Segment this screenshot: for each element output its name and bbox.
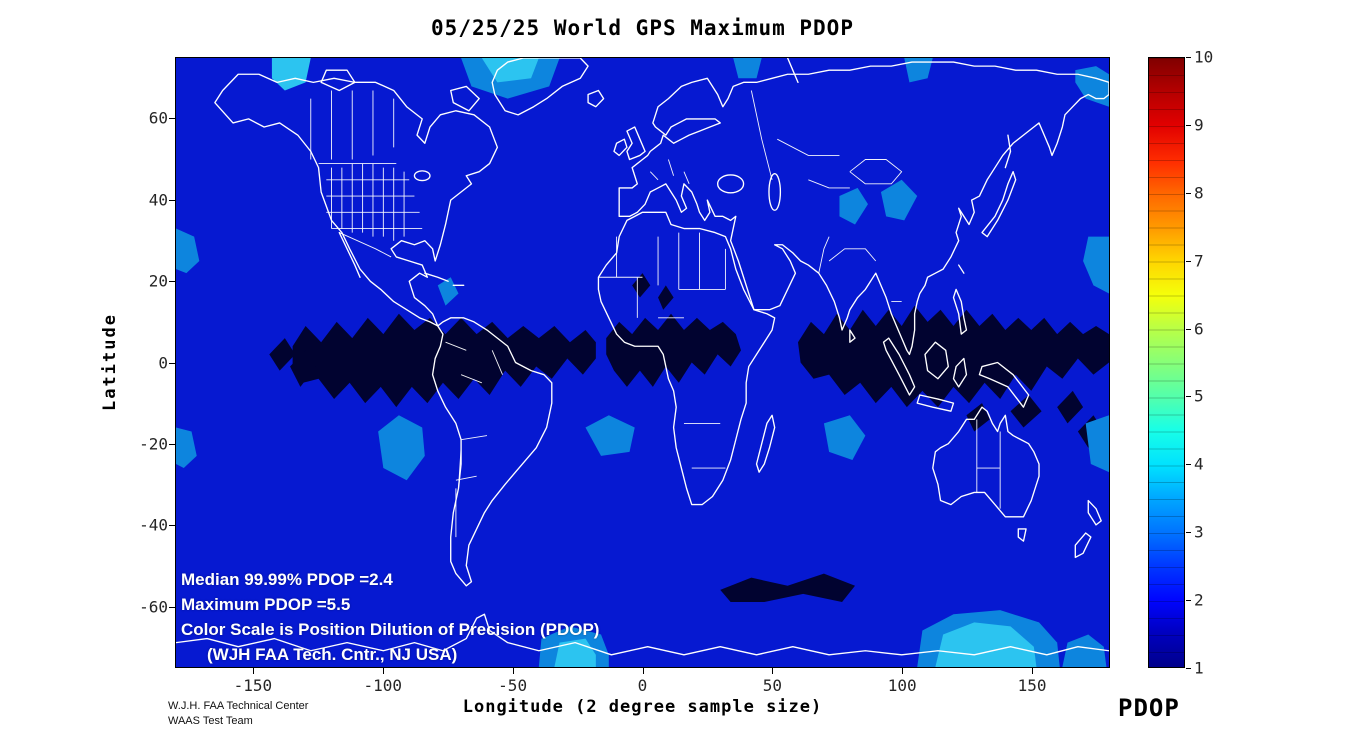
colorbar-tick-label: 3 [1194,522,1204,542]
y-tick-label: -60 [139,597,168,617]
x-tick-mark [642,668,644,674]
country-borders [311,90,1000,537]
y-axis-label: Latitude [100,313,120,411]
x-tick-label: 50 [762,676,782,695]
pdop-high-patches [176,58,1109,667]
y-tick-label: 20 [148,271,168,291]
colorbar-tick-label: 4 [1194,454,1204,474]
colorbar-tick-label: 5 [1194,386,1204,406]
annotation-maximum: Maximum PDOP =5.5 [181,595,351,614]
colorbar-tick-label: 9 [1194,115,1204,135]
colorbar-tick-mark [1186,600,1191,602]
x-tick-mark [512,668,514,674]
chart-title: 05/25/25 World GPS Maximum PDOP [431,16,854,40]
colorbar-tick-mark [1186,124,1191,126]
annotation-colorscale: Color Scale is Position Dilution of Prec… [181,620,600,639]
annotation-median: Median 99.99% PDOP =2.4 [181,570,393,589]
y-tick-label: 60 [148,108,168,128]
colorbar-tick-label: 1 [1194,658,1204,678]
y-tick-label: -20 [139,434,168,454]
annotation-credit: (WJH FAA Tech. Cntr., NJ USA) [207,645,458,664]
colorbar-label: PDOP [1118,694,1180,722]
x-tick-mark [252,668,254,674]
y-tick-label: -40 [139,515,168,535]
colorbar-tick-mark [1186,668,1191,669]
footer-line2: WAAS Test Team [168,715,253,727]
colorbar-tick-mark [1186,192,1191,194]
x-axis-label: Longitude (2 degree sample size) [462,697,823,717]
x-tick-mark [902,668,904,674]
x-tick-label: -100 [363,676,403,695]
x-tick-label: 100 [887,676,917,695]
y-tick-mark [169,443,175,445]
colorbar-tick-mark [1186,532,1191,534]
map-plot-area [175,57,1110,668]
colorbar-tick-label: 10 [1194,47,1214,67]
x-tick-mark [1032,668,1034,674]
x-tick-mark [382,668,384,674]
colorbar [1148,57,1185,668]
map-annotations: Median 99.99% PDOP =2.4 Maximum PDOP =5.… [181,567,599,667]
world-coastlines [176,58,1109,655]
footer-credit: W.J.H. FAA Technical Center WAAS Test Te… [168,699,308,729]
colorbar-tick-mark [1186,396,1191,398]
y-tick-mark [169,606,175,608]
colorbar-tick-mark [1186,260,1191,262]
x-tick-label: 0 [637,676,648,695]
x-tick-label: -150 [233,676,273,695]
colorbar-tick-mark [1186,328,1191,330]
y-tick-mark [169,362,175,364]
colorbar-tick-mark [1186,57,1191,58]
world-pdop-map [176,58,1109,667]
x-tick-mark [772,668,774,674]
y-tick-label: 0 [158,353,168,372]
colorbar-tick-mark [1186,464,1191,466]
x-tick-label: 150 [1017,676,1047,695]
pdop-low-band [269,273,1109,603]
y-tick-label: 40 [148,190,168,210]
footer-line1: W.J.H. FAA Technical Center [168,700,309,712]
colorbar-tick-label: 7 [1194,251,1204,271]
y-tick-mark [169,281,175,283]
y-tick-mark [169,525,175,527]
colorbar-tick-label: 2 [1194,590,1204,610]
colorbar-tick-label: 8 [1194,183,1204,203]
x-tick-label: -50 [498,676,528,695]
y-tick-mark [169,199,175,201]
colorbar-tick-label: 6 [1194,319,1204,339]
y-tick-mark [169,118,175,120]
